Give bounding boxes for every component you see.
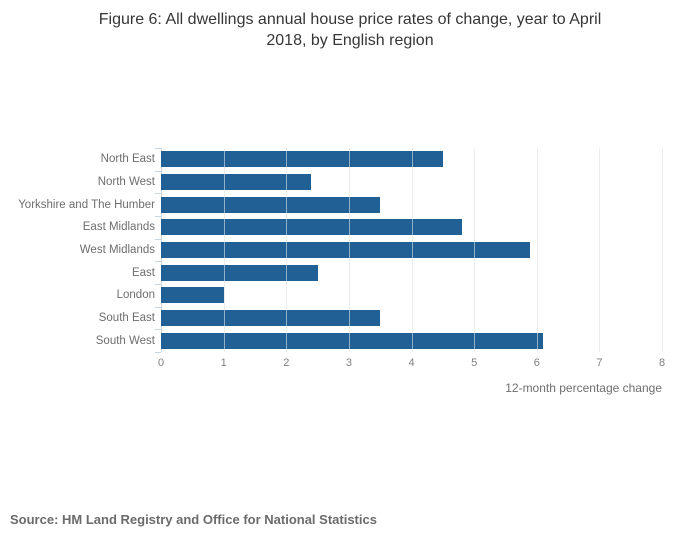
category-label-east-midlands: East Midlands [82, 221, 155, 234]
x-axis-title: 12-month percentage change [505, 381, 662, 395]
gridline-overlay-x-4 [411, 148, 413, 352]
bar-london [161, 287, 224, 304]
bar-east [161, 264, 318, 281]
chart-title-line-1: Figure 6: All dwellings annual house pri… [98, 11, 602, 28]
y-tick-mark [155, 306, 161, 308]
bar-yorkshire-and-the-humber [161, 196, 381, 213]
category-label-east: East [131, 266, 155, 279]
x-tick-label-6: 6 [533, 357, 540, 369]
x-tick-label-8: 8 [658, 357, 666, 369]
gridline-overlay-x-1 [223, 148, 225, 352]
gridline-overlay-x-5 [474, 148, 476, 352]
bar-south-west [161, 332, 543, 349]
bar-north-west [161, 174, 312, 190]
y-tick-mark [155, 238, 161, 240]
gridline-overlay-x-7 [599, 148, 601, 352]
y-axis-category-labels: North East North West Yorkshire and The Hu… [0, 148, 155, 352]
bar-south-east [161, 310, 381, 326]
x-tick-label-4: 4 [408, 357, 415, 369]
x-tick-label-2: 2 [283, 357, 290, 369]
y-tick-mark [155, 352, 161, 353]
category-label-south-west: South West [95, 334, 155, 347]
y-tick-mark [155, 193, 161, 195]
category-label-north-west: North West [97, 175, 155, 188]
x-tick-label-3: 3 [345, 357, 352, 369]
category-label-west-midlands: West Midlands [79, 243, 155, 256]
gridline-overlay-x-6 [536, 148, 538, 352]
chart-title-line-2: 2018, by English region [266, 32, 434, 49]
category-label-south-east: South East [98, 311, 155, 324]
category-label-north-east: North East [100, 153, 155, 166]
chart-title: Figure 6: All dwellings annual house pri… [0, 9, 700, 51]
y-tick-mark [155, 170, 161, 172]
x-tick-label-7: 7 [596, 357, 603, 369]
gridline-overlay-x-2 [286, 148, 288, 352]
x-tick-label-1: 1 [220, 357, 227, 369]
x-tick-label-5: 5 [471, 357, 478, 369]
y-tick-mark [155, 216, 161, 217]
bar-west-midlands [161, 242, 531, 258]
y-tick-mark [155, 148, 161, 149]
x-tick-label-0: 0 [157, 357, 165, 369]
bar-north-east [161, 151, 443, 168]
gridline-overlay-x-8 [662, 148, 663, 352]
gridline-overlay-x-3 [348, 148, 350, 352]
source-note: Source: HM Land Registry and Office for … [10, 512, 377, 527]
plot-area: 0 1 2 3 4 5 6 7 8 [155, 148, 665, 369]
category-label-london: London [116, 289, 155, 302]
y-tick-mark [155, 284, 161, 285]
bar-east-midlands [161, 219, 462, 236]
y-tick-mark [155, 329, 161, 331]
y-tick-mark [155, 261, 161, 263]
category-label-yorkshire-and-the-humber: Yorkshire and The Humber [18, 198, 155, 211]
